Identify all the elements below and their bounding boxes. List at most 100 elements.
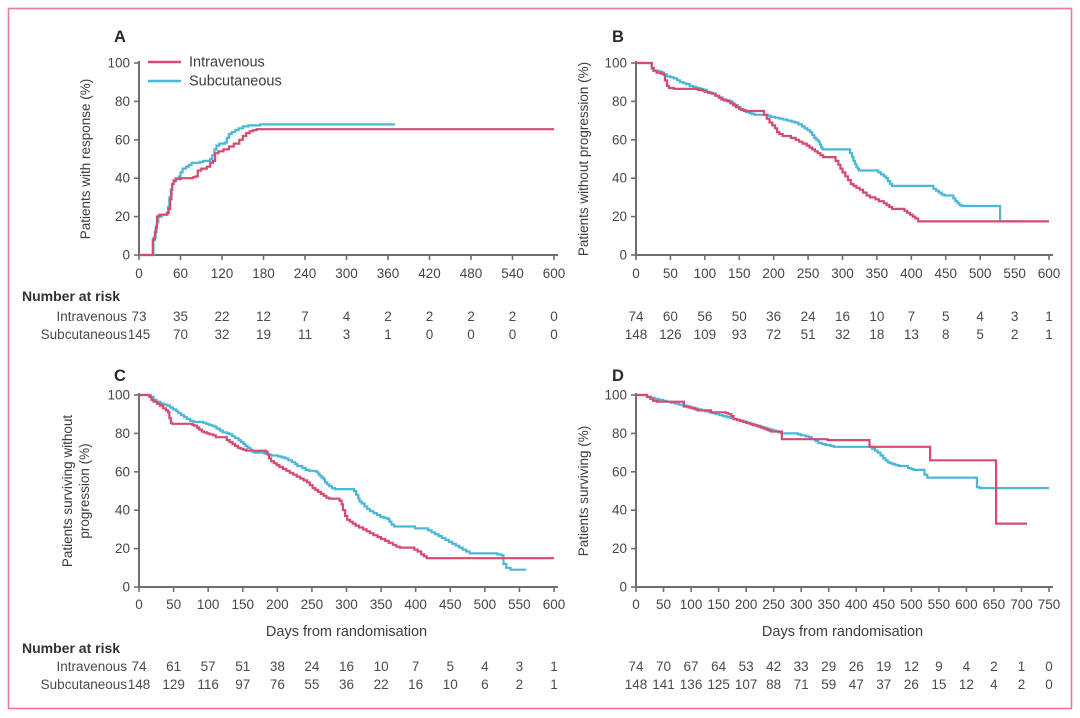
x-tick-label: 300 <box>335 266 358 281</box>
x-tick-label: 360 <box>377 266 400 281</box>
y-axis-label: Patients with response (%) <box>78 79 93 240</box>
y-tick-label: 40 <box>612 171 627 186</box>
x-tick-label: 400 <box>404 597 427 612</box>
x-tick-label: 0 <box>632 266 640 281</box>
y-tick-label: 60 <box>115 464 130 479</box>
risk-cell-subcutaneous: 0 <box>1045 677 1053 692</box>
risk-cell-subcutaneous: 76 <box>270 677 285 692</box>
x-tick-label: 150 <box>707 597 730 612</box>
y-tick-label: 40 <box>115 503 130 518</box>
x-tick-label: 200 <box>762 266 785 281</box>
risk-cell-intravenous: 2 <box>990 659 998 674</box>
risk-cell-subcutaneous: 1 <box>1045 327 1053 342</box>
y-tick-label: 0 <box>122 248 130 263</box>
risk-cell-intravenous: 5 <box>446 659 454 674</box>
x-tick-label: 100 <box>694 266 717 281</box>
curve-intravenous-A <box>139 128 554 257</box>
x-tick-label: 100 <box>680 597 703 612</box>
risk-cell-subcutaneous: 6 <box>481 677 489 692</box>
curve-subcutaneous-C <box>139 393 527 571</box>
risk-cell-intravenous: 64 <box>711 659 727 674</box>
curve-subcutaneous-B <box>636 61 1022 223</box>
y-tick-label: 80 <box>612 94 627 109</box>
risk-cell-intravenous: 56 <box>697 309 712 324</box>
risk-cell-subcutaneous: 13 <box>904 327 919 342</box>
y-tick-label: 60 <box>115 132 130 147</box>
risk-cell-intravenous: 12 <box>904 659 919 674</box>
risk-cell-subcutaneous: 141 <box>652 677 675 692</box>
risk-cell-subcutaneous: 107 <box>735 677 758 692</box>
y-tick-label: 60 <box>612 464 627 479</box>
y-tick-label: 40 <box>612 503 627 518</box>
y-tick-label: 20 <box>612 209 627 224</box>
risk-cell-intravenous: 4 <box>976 309 984 324</box>
x-tick-label: 700 <box>1010 597 1033 612</box>
risk-cell-intravenous: 29 <box>821 659 836 674</box>
x-tick-label: 650 <box>983 597 1006 612</box>
x-tick-label: 500 <box>900 597 923 612</box>
y-axis-label: Patients surviving without <box>60 415 75 568</box>
risk-cell-subcutaneous: 22 <box>374 677 389 692</box>
risk-cell-subcutaneous: 148 <box>128 677 151 692</box>
risk-cell-intravenous: 16 <box>835 309 850 324</box>
risk-cell-subcutaneous: 71 <box>794 677 809 692</box>
risk-cell-intravenous: 51 <box>235 659 250 674</box>
risk-cell-subcutaneous: 37 <box>876 677 891 692</box>
x-tick-label: 350 <box>817 597 840 612</box>
risk-cell-subcutaneous: 18 <box>869 327 884 342</box>
risk-cell-intravenous: 35 <box>173 309 188 324</box>
x-tick-label: 150 <box>728 266 751 281</box>
risk-cell-subcutaneous: 136 <box>680 677 703 692</box>
x-tick-label: 480 <box>460 266 483 281</box>
x-tick-label: 600 <box>955 597 978 612</box>
x-tick-label: 200 <box>266 597 289 612</box>
x-tick-label: 500 <box>969 266 992 281</box>
y-tick-label: 60 <box>612 132 627 147</box>
y-tick-label: 100 <box>604 56 627 71</box>
risk-cell-subcutaneous: 0 <box>550 327 558 342</box>
risk-cell-intravenous: 3 <box>1011 309 1019 324</box>
risk-cell-intravenous: 38 <box>270 659 285 674</box>
risk-cell-subcutaneous: 59 <box>821 677 836 692</box>
risk-cell-intravenous: 10 <box>374 659 389 674</box>
x-tick-label: 350 <box>866 266 889 281</box>
risk-cell-intravenous: 61 <box>166 659 181 674</box>
x-axis-label: Days from randomisation <box>266 624 427 640</box>
x-tick-label: 200 <box>735 597 758 612</box>
risk-cell-intravenous: 33 <box>794 659 809 674</box>
x-tick-label: 550 <box>928 597 951 612</box>
risk-cell-subcutaneous: 93 <box>732 327 747 342</box>
risk-cell-intravenous: 7 <box>412 659 420 674</box>
y-tick-label: 20 <box>115 209 130 224</box>
x-tick-label: 400 <box>900 266 923 281</box>
risk-cell-intravenous: 24 <box>801 309 817 324</box>
x-tick-label: 300 <box>335 597 358 612</box>
y-tick-label: 0 <box>619 580 627 595</box>
risk-cell-intravenous: 2 <box>509 309 517 324</box>
legend-label-subcutaneous: Subcutaneous <box>189 74 282 90</box>
risk-cell-intravenous: 16 <box>339 659 354 674</box>
number-at-risk-header: Number at risk <box>22 288 120 304</box>
risk-cell-subcutaneous: 126 <box>659 327 682 342</box>
y-tick-label: 80 <box>612 426 627 441</box>
risk-cell-subcutaneous: 32 <box>214 327 229 342</box>
risk-cell-intravenous: 2 <box>384 309 392 324</box>
number-at-risk-header: Number at risk <box>22 640 120 656</box>
risk-row-label-subcutaneous: Subcutaneous <box>41 677 128 692</box>
risk-cell-subcutaneous: 32 <box>835 327 850 342</box>
panel-title: C <box>114 367 126 385</box>
x-tick-label: 300 <box>831 266 854 281</box>
y-tick-label: 100 <box>107 56 130 71</box>
risk-cell-intravenous: 24 <box>304 659 320 674</box>
x-tick-label: 250 <box>797 266 820 281</box>
x-tick-label: 450 <box>439 597 462 612</box>
risk-cell-intravenous: 7 <box>908 309 916 324</box>
risk-cell-intravenous: 22 <box>214 309 229 324</box>
risk-cell-intravenous: 67 <box>684 659 699 674</box>
risk-cell-subcutaneous: 47 <box>849 677 864 692</box>
panel-C: C Patients surviving without progression (… <box>22 367 565 692</box>
risk-cell-subcutaneous: 19 <box>256 327 271 342</box>
risk-cell-subcutaneous: 3 <box>343 327 351 342</box>
